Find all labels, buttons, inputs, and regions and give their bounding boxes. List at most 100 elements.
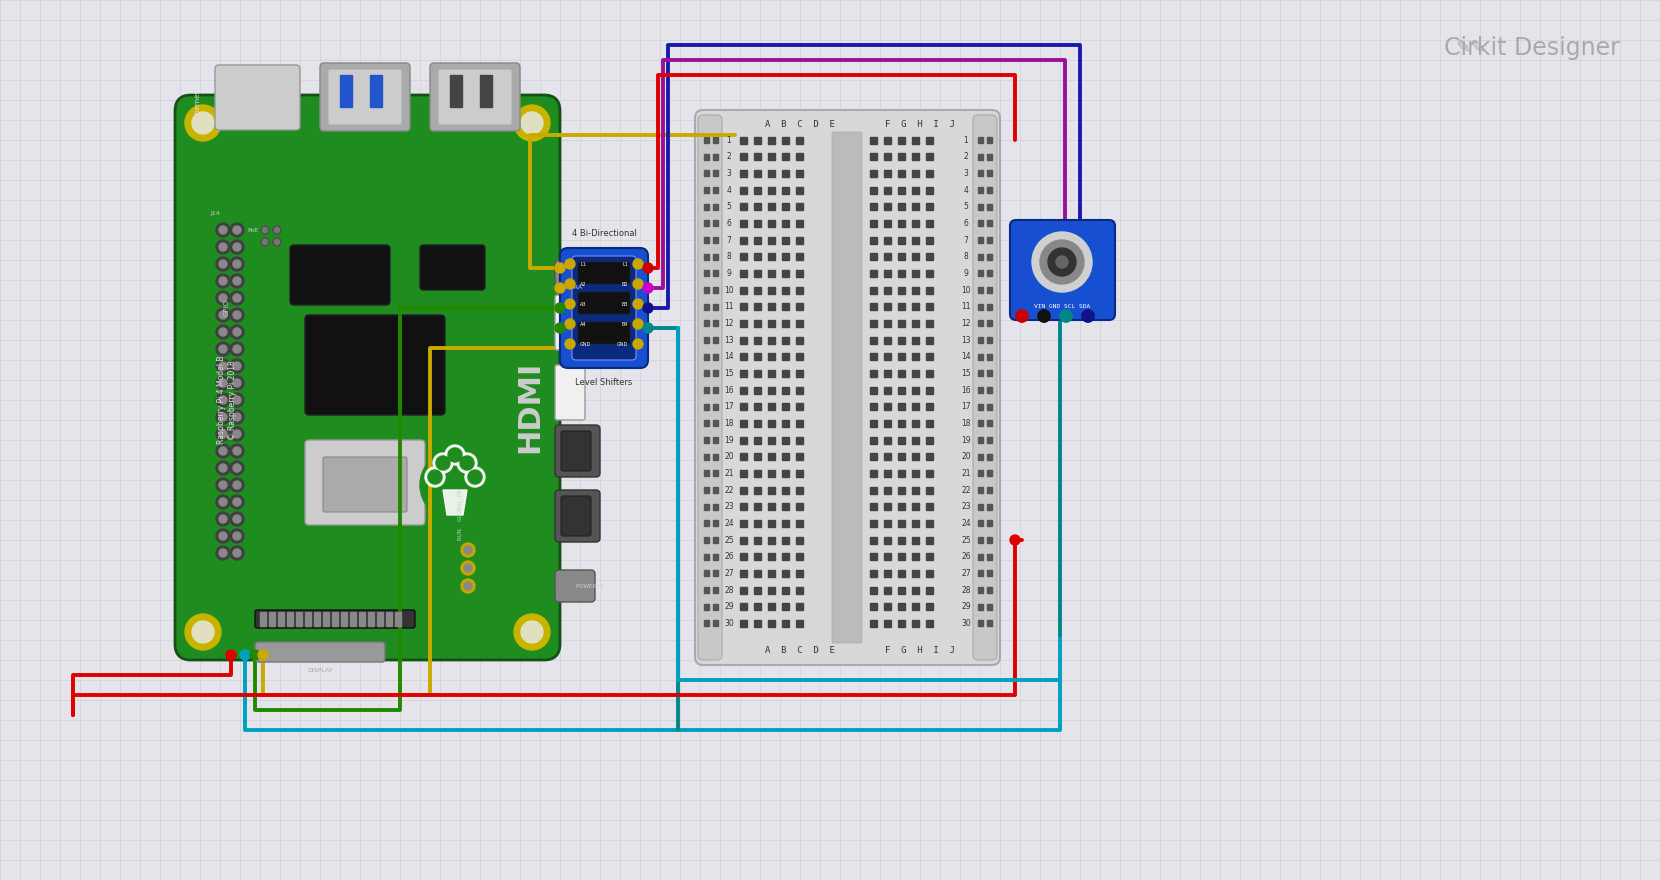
Bar xyxy=(926,170,933,177)
Bar xyxy=(870,304,876,310)
Circle shape xyxy=(274,239,279,245)
Bar xyxy=(870,403,876,410)
Bar xyxy=(754,620,760,627)
Bar xyxy=(870,453,876,460)
Bar xyxy=(926,220,933,227)
Bar xyxy=(795,420,802,427)
Bar xyxy=(754,436,760,444)
Bar xyxy=(870,336,876,343)
Bar xyxy=(369,612,374,626)
Bar xyxy=(782,187,788,194)
Circle shape xyxy=(231,308,244,322)
Bar xyxy=(978,554,983,560)
Bar xyxy=(295,612,302,626)
Bar xyxy=(795,237,802,244)
Circle shape xyxy=(1041,240,1084,284)
Bar xyxy=(883,537,890,544)
Bar xyxy=(795,287,802,294)
Bar xyxy=(714,171,719,176)
Text: 22: 22 xyxy=(724,486,734,495)
Bar xyxy=(782,436,788,444)
Circle shape xyxy=(231,444,244,458)
Bar xyxy=(767,170,775,177)
Bar xyxy=(870,554,876,561)
Circle shape xyxy=(193,621,214,643)
Circle shape xyxy=(231,478,244,492)
Bar xyxy=(870,353,876,360)
Circle shape xyxy=(461,543,475,557)
Bar xyxy=(754,237,760,244)
Bar xyxy=(704,554,709,560)
Bar xyxy=(739,403,747,410)
Text: 5: 5 xyxy=(727,202,732,211)
Bar xyxy=(782,586,788,593)
Bar xyxy=(926,570,933,576)
Bar xyxy=(926,520,933,527)
Bar xyxy=(978,320,983,326)
Circle shape xyxy=(219,362,227,370)
Text: 17: 17 xyxy=(961,402,971,411)
Text: 23: 23 xyxy=(724,502,734,511)
Bar xyxy=(767,470,775,477)
Circle shape xyxy=(231,342,244,356)
Circle shape xyxy=(461,579,475,593)
Bar xyxy=(767,353,775,360)
Bar xyxy=(795,353,802,360)
Bar xyxy=(714,237,719,243)
Bar xyxy=(870,370,876,377)
Bar xyxy=(870,570,876,576)
Bar xyxy=(754,570,760,576)
Circle shape xyxy=(564,339,574,349)
Bar xyxy=(795,304,802,310)
Text: A  B  C  D  E: A B C D E xyxy=(765,120,835,129)
Bar xyxy=(898,153,905,160)
Bar xyxy=(714,203,719,209)
Circle shape xyxy=(274,228,279,232)
Bar xyxy=(926,237,933,244)
Bar xyxy=(754,453,760,460)
Circle shape xyxy=(231,495,244,509)
Bar xyxy=(767,603,775,610)
Bar xyxy=(988,370,993,377)
Bar xyxy=(754,603,760,610)
Bar xyxy=(704,587,709,593)
Bar xyxy=(978,387,983,393)
FancyBboxPatch shape xyxy=(573,256,636,360)
Bar xyxy=(704,337,709,343)
Bar xyxy=(911,554,918,561)
Bar xyxy=(714,503,719,510)
Bar xyxy=(795,603,802,610)
Bar xyxy=(340,75,352,107)
Circle shape xyxy=(231,512,244,526)
Bar xyxy=(988,137,993,143)
Text: 15: 15 xyxy=(961,369,971,378)
Bar xyxy=(704,404,709,410)
Bar xyxy=(714,604,719,610)
Bar xyxy=(988,237,993,243)
Bar xyxy=(795,170,802,177)
Text: HDMI: HDMI xyxy=(516,361,544,453)
Bar xyxy=(739,304,747,310)
Bar xyxy=(883,287,890,294)
Text: 19: 19 xyxy=(724,436,734,444)
Bar xyxy=(988,320,993,326)
Bar xyxy=(739,503,747,510)
Bar xyxy=(883,370,890,377)
Text: 6: 6 xyxy=(727,219,732,228)
Bar xyxy=(898,319,905,326)
Bar xyxy=(911,170,918,177)
Circle shape xyxy=(184,105,221,141)
Text: 6: 6 xyxy=(963,219,968,228)
Bar xyxy=(898,304,905,310)
Bar xyxy=(978,203,983,209)
Bar xyxy=(377,612,383,626)
Bar xyxy=(739,537,747,544)
Circle shape xyxy=(465,582,471,590)
Bar xyxy=(739,453,747,460)
Circle shape xyxy=(232,396,241,404)
Bar xyxy=(704,237,709,243)
Bar xyxy=(898,237,905,244)
Bar xyxy=(714,404,719,410)
Bar xyxy=(754,287,760,294)
Circle shape xyxy=(1061,310,1072,322)
